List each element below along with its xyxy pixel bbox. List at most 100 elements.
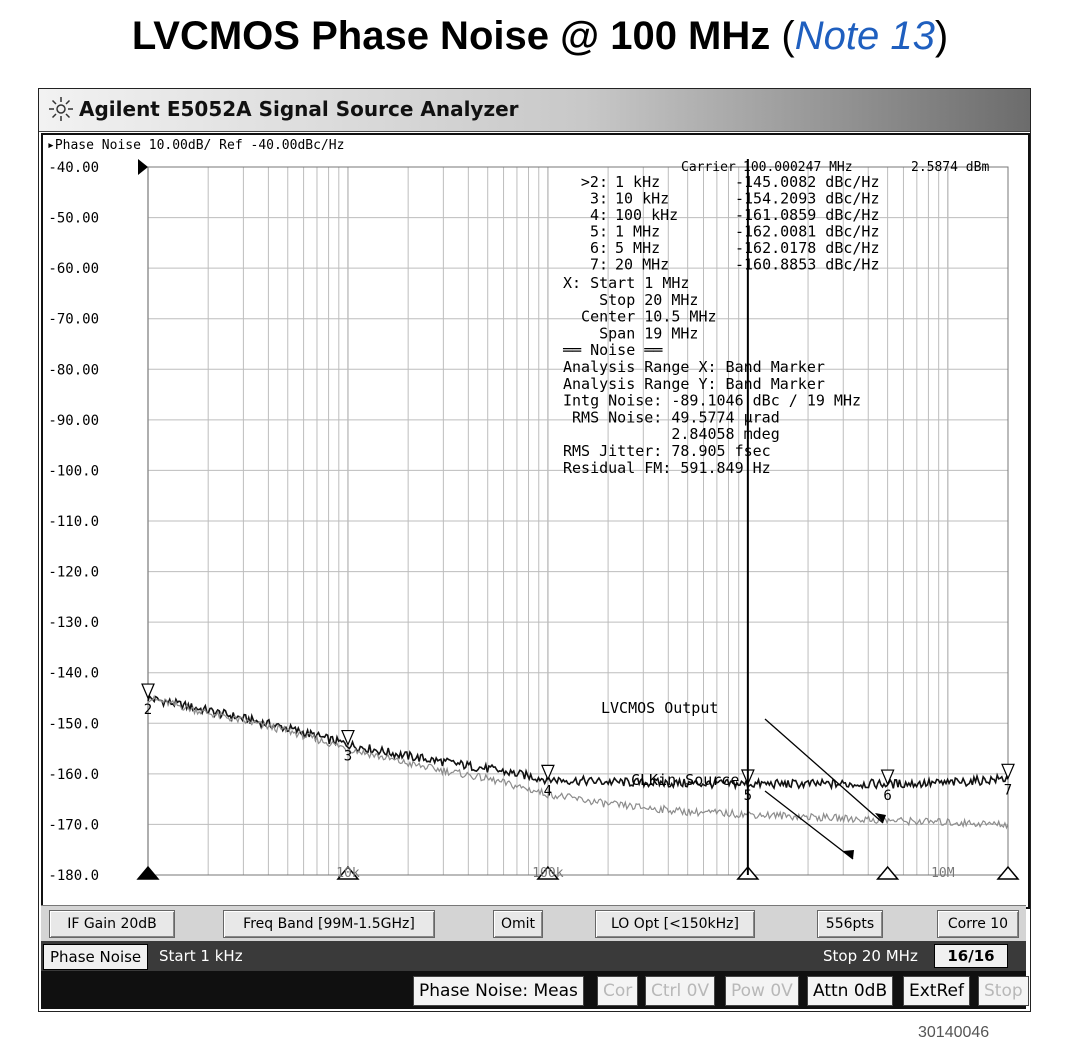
window-titlebar[interactable]: Agilent E5052A Signal Source Analyzer xyxy=(39,89,1030,132)
y-tick-label: -90.00 xyxy=(48,413,99,429)
indicator-cor: Cor xyxy=(597,976,639,1006)
lvcmos-arrow-head xyxy=(875,813,886,823)
marker-row-freq: 1 MHz xyxy=(615,223,660,241)
y-tick-label: -110.0 xyxy=(48,514,99,530)
note-link[interactable]: Note 13 xyxy=(794,14,935,58)
y-tick-label: -80.00 xyxy=(48,362,99,378)
carrier-power: 2.5874 dBm xyxy=(911,160,989,175)
phase-noise-plot[interactable]: ▸Phase Noise 10.00dB/ Ref -40.00dBc/Hz -… xyxy=(43,135,1028,907)
indicator-ctrl: Ctrl 0V xyxy=(645,976,716,1006)
marker-row-freq: 20 MHz xyxy=(615,256,669,274)
y-tick-label: -100.0 xyxy=(48,463,99,479)
band-readout-line: RMS Noise: 49.5774 µrad xyxy=(563,408,780,426)
band-readout-line: Analysis Range Y: Band Marker xyxy=(563,375,825,393)
document-id: 30140046 xyxy=(918,1024,990,1041)
marker-6 xyxy=(880,769,895,786)
y-tick-label: -70.00 xyxy=(48,312,99,328)
note-open-paren: ( xyxy=(781,14,795,58)
y-axis-ticks: -40.00 -50.00 -60.00 -70.00 -80.00 -90.00 -100… xyxy=(48,159,148,884)
clkin-pointer-line xyxy=(764,790,854,860)
plot-traces xyxy=(147,694,1009,830)
indicator-extref: ExtRef xyxy=(903,976,970,1006)
y-tick-label: -140.0 xyxy=(48,666,99,682)
marker-row-value: -162.0178 dBc/Hz xyxy=(735,239,880,257)
window-title: Agilent E5052A Signal Source Analyzer xyxy=(79,97,519,121)
marker-row-id: 4: xyxy=(590,206,608,224)
clkin-arrow-head xyxy=(843,850,854,859)
marker-row-id: 5: xyxy=(590,223,608,241)
marker-label-3: 3 xyxy=(344,749,352,765)
marker-row-freq: 1 kHz xyxy=(615,173,660,191)
softkey-omit[interactable]: Omit xyxy=(493,910,543,938)
plot-header: ▸Phase Noise 10.00dB/ Ref -40.00dBc/Hz xyxy=(47,138,344,153)
marker-row-value: -145.0082 dBc/Hz xyxy=(735,173,880,191)
x-marker-triangle xyxy=(336,865,360,880)
sun-icon xyxy=(49,97,73,121)
lvcmos-pointer-line xyxy=(764,718,884,824)
ref-level-arrow xyxy=(138,159,148,175)
marker-row-freq: 100 kHz xyxy=(615,206,678,224)
marker-label-6: 6 xyxy=(883,788,891,804)
band-readout-line: Center 10.5 MHz xyxy=(563,308,717,326)
carrier-frequency: 100.000247 MHz xyxy=(743,160,853,175)
plot-area[interactable]: ▸Phase Noise 10.00dB/ Ref -40.00dBc/Hz -… xyxy=(41,133,1030,909)
marker-row-value: -161.0859 dBc/Hz xyxy=(735,206,880,224)
softkey-points[interactable]: 556pts xyxy=(817,910,883,938)
indicator-bar: Phase Noise: Meas Cor Ctrl 0V Pow 0V Att… xyxy=(41,971,1029,1009)
y-tick-label: -160.0 xyxy=(48,767,99,783)
y-tick-label: -60.00 xyxy=(48,261,99,277)
status-stop: Stop 20 MHz xyxy=(823,947,918,965)
band-readout-line: Intg Noise: -89.1046 dBc / 19 MHz xyxy=(563,392,861,410)
marker-row-freq: 10 kHz xyxy=(615,190,669,208)
marker-label-7: 7 xyxy=(1004,782,1012,798)
x-axis-ticks: 10k 100k 10M xyxy=(136,865,1020,881)
marker-row-id: 3: xyxy=(590,190,608,208)
trace-lvcmos-output xyxy=(147,694,1009,791)
trace-annotations: LVCMOS Output CLKin Source xyxy=(601,699,886,860)
y-tick-label: -50.00 xyxy=(48,211,99,227)
marker-row-value: -154.2093 dBc/Hz xyxy=(735,190,880,208)
analyzer-window: Agilent E5052A Signal Source Analyzer ▸P… xyxy=(38,88,1031,1012)
band-readout-line: ══ Noise ══ xyxy=(562,341,663,359)
y-tick-label: -180.0 xyxy=(48,868,99,884)
x-tick-label: 10k xyxy=(336,866,360,881)
trace-clkin-source xyxy=(148,694,1009,830)
figure-title: LVCMOS Phase Noise @ 100 MHz (Note 13) xyxy=(0,14,1080,59)
lvcmos-output-label: LVCMOS Output xyxy=(601,699,718,717)
x-marker-triangle xyxy=(996,865,1020,880)
band-readout-line: Span 19 MHz xyxy=(563,324,698,342)
x-marker-triangle xyxy=(536,865,560,880)
status-mode-tab[interactable]: Phase Noise xyxy=(43,944,149,970)
x-marker-triangle xyxy=(136,865,160,880)
marker-row-freq: 5 MHz xyxy=(615,239,660,257)
marker-row-id: 6: xyxy=(590,239,608,257)
marker-readout: Carrier 100.000247 MHz 2.5874 dBm >2: 1 kHz -… xyxy=(562,160,989,477)
marker-label-2: 2 xyxy=(144,702,152,718)
softkey-lo-opt[interactable]: LO Opt [<150kHz] xyxy=(595,910,755,938)
x-tick-label: 100k xyxy=(532,866,563,881)
marker-2 xyxy=(141,683,155,700)
y-tick-label: -170.0 xyxy=(48,817,99,833)
note-wrap: (Note 13) xyxy=(781,14,948,58)
indicator-phase-noise-meas: Phase Noise: Meas xyxy=(413,976,584,1006)
softkey-freq-band[interactable]: Freq Band [99M-1.5GHz] xyxy=(223,910,435,938)
band-readout-line: 2.84058 mdeg xyxy=(563,425,780,443)
band-readout-line: X: Start 1 MHz xyxy=(563,274,689,292)
softkey-if-gain[interactable]: IF Gain 20dB xyxy=(49,910,175,938)
softkey-correlation[interactable]: Corre 10 xyxy=(937,910,1019,938)
x-tick-label: 10M xyxy=(931,866,955,881)
band-readout-line: Stop 20 MHz xyxy=(563,291,698,309)
marker-row-id: >2: xyxy=(581,173,608,191)
x-marker-triangle xyxy=(876,865,900,880)
softkey-bar: IF Gain 20dB Freq Band [99M-1.5GHz] Omit… xyxy=(41,905,1026,942)
band-readout-line: Residual FM: 591.849 Hz xyxy=(563,459,771,477)
indicator-stop: Stop xyxy=(978,976,1029,1006)
status-start: Start 1 kHz xyxy=(159,947,243,965)
indicator-attn: Attn 0dB xyxy=(807,976,894,1006)
trace-count: 16/16 xyxy=(934,944,1008,968)
note-close-paren: ) xyxy=(934,14,949,58)
status-bar: Phase Noise Start 1 kHz Stop 20 MHz 16/1… xyxy=(41,941,1026,971)
y-tick-label: -130.0 xyxy=(48,615,99,631)
marker-label-4: 4 xyxy=(544,783,552,799)
y-tick-label: -120.0 xyxy=(48,565,99,581)
